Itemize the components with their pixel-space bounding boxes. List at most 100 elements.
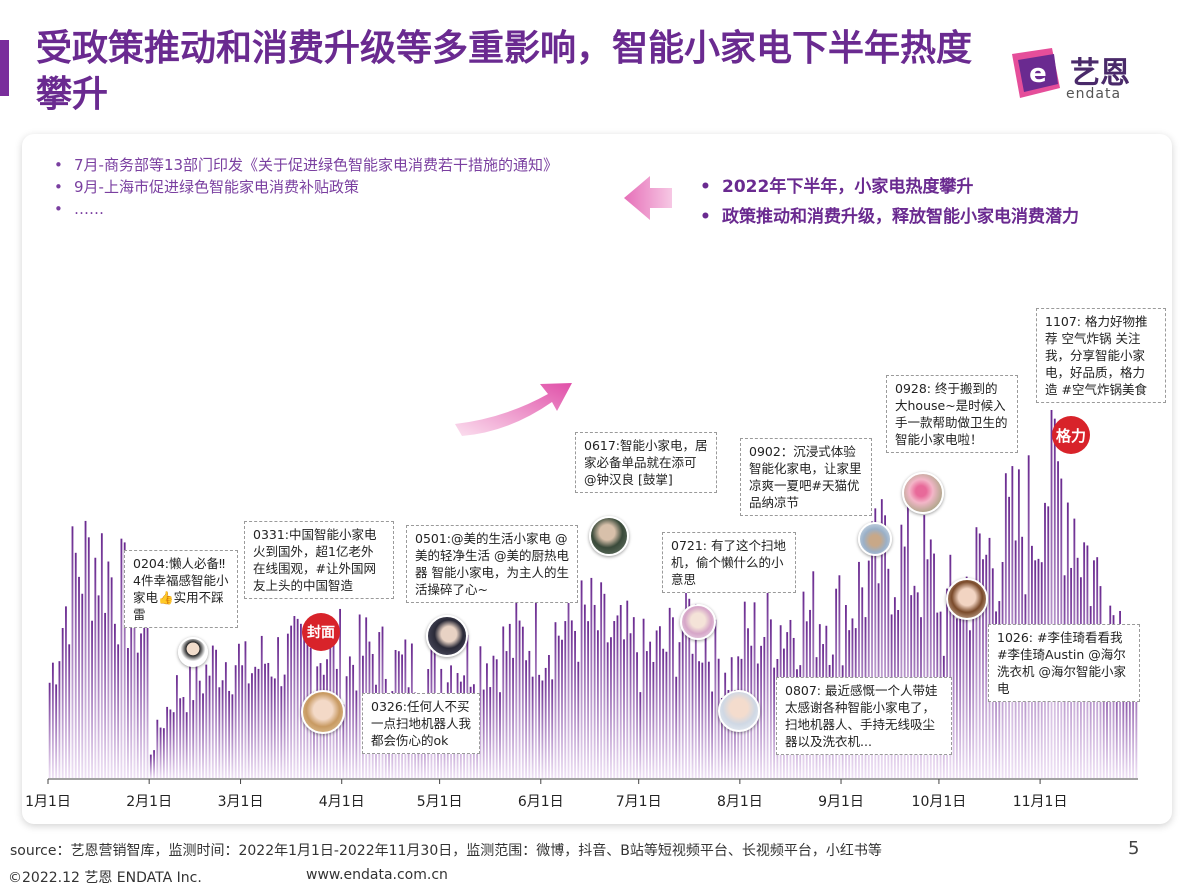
chart-bar [952,590,955,778]
chart-bar [156,719,159,778]
annotation-0331: 0331:中国智能小家电火到国外，超1亿老外在线围观，#让外国网友上头的中国智造 [244,521,394,599]
chart-bar [130,615,133,778]
chart-bar [570,620,573,778]
x-tick-label: 7月1日 [616,794,662,810]
chart-bar [198,680,201,778]
chart-bar [658,626,661,778]
chart-bar [557,635,560,778]
x-tick-label: 5月1日 [417,794,463,810]
chart-bar [652,661,655,778]
chart-bar [1050,410,1053,778]
x-tick-label: 1月1日 [25,794,71,810]
avatar-0204 [178,637,208,667]
chart-bar [880,499,883,778]
chart-bar [205,664,208,778]
chart-bar [1122,669,1125,778]
chart-bar [955,618,958,778]
chart-bar [140,633,142,778]
x-tick-label: 11月1日 [1013,794,1068,810]
chart-bar [280,686,283,778]
trend-up-arrow-icon [455,383,572,436]
chart-bar [192,700,195,778]
chart-bar [182,697,185,778]
chart-bar [211,645,214,778]
chart-bar [313,691,315,778]
chart-bar [518,620,521,778]
chart-bar [247,683,250,778]
chart-bar [113,623,116,778]
x-tick-label: 3月1日 [218,794,264,810]
chart-bar [348,656,351,778]
chart-bar [228,690,231,778]
chart-bar [645,651,648,778]
chart-bar [512,657,514,778]
avatar-1026 [946,578,988,620]
chart-bar [218,687,221,778]
chart-bar [753,602,756,778]
chart-bar [260,635,263,778]
chart-bar [541,680,544,778]
chart-bar [867,560,870,778]
chart-bar [675,676,678,778]
annotation-0721: 0721: 有了这个扫地机，偷个懒什么的小意思 [662,532,796,593]
chart-bar [962,582,965,778]
chart-bar [149,754,152,778]
chart-bar [773,667,776,778]
chart-bar [760,645,762,778]
chart-bar [636,652,638,778]
chart-bar [172,712,175,778]
chart-bar [492,655,495,778]
x-tick-label: 8月1日 [717,794,763,810]
chart-bar [508,623,511,778]
chart-bar [81,593,84,778]
chart-bar [74,552,77,778]
chart-bar [923,515,926,778]
policy-item: 9月-上海市促进绿色智能家电消费补贴政策 [52,176,622,198]
svg-text:e: e [1029,59,1047,89]
chart-bar [959,614,962,778]
chart-bar [1106,657,1108,778]
annotation-0204: 0204:懒人必备‼4件幸福感智能小家电👍实用不踩雷 [124,550,238,628]
chart-bar [685,568,687,778]
avatar-0617 [589,516,629,556]
chart-bar [175,675,178,778]
chart-bar [189,658,191,778]
chart-bar [903,546,906,778]
chart-bar [352,664,355,778]
chart-bar [254,666,257,778]
chart-bar [71,526,74,778]
chart-bar [871,521,873,778]
chart-bar [554,622,557,778]
chart-bar [97,595,100,778]
chart-bar [701,662,704,778]
chart-bar [215,649,217,778]
chart-bar [185,712,188,778]
chart-bar [567,582,570,778]
chart-bar [48,682,51,778]
x-tick-label: 9月1日 [818,794,864,810]
chart-bar [133,564,136,778]
chart-bar [969,630,971,778]
chart-bar [698,661,700,778]
chart-bar [143,625,146,778]
chart-bar [479,646,482,778]
chart-bar [734,689,736,778]
chart-bar [534,599,537,778]
annotation-1107: 1107: 格力好物推荐 空气炸锅 关注我，分享智能小家电，好品质，格力造 #空… [1036,308,1166,403]
chart-bar [234,665,237,778]
chart-bar [68,644,71,778]
chart-bar [688,598,691,778]
chart-bar [339,608,341,778]
chart-bar [590,577,593,778]
chart-bar [577,661,580,778]
left-arrow-icon [624,176,672,220]
chart-bar [596,630,599,778]
chart-bar [965,576,968,778]
chart-bar [267,662,270,778]
chart-bar [587,621,590,778]
chart-bar [593,604,596,778]
chart-bar [342,704,345,778]
chart-bar [65,606,67,778]
chart-bar [933,553,935,778]
